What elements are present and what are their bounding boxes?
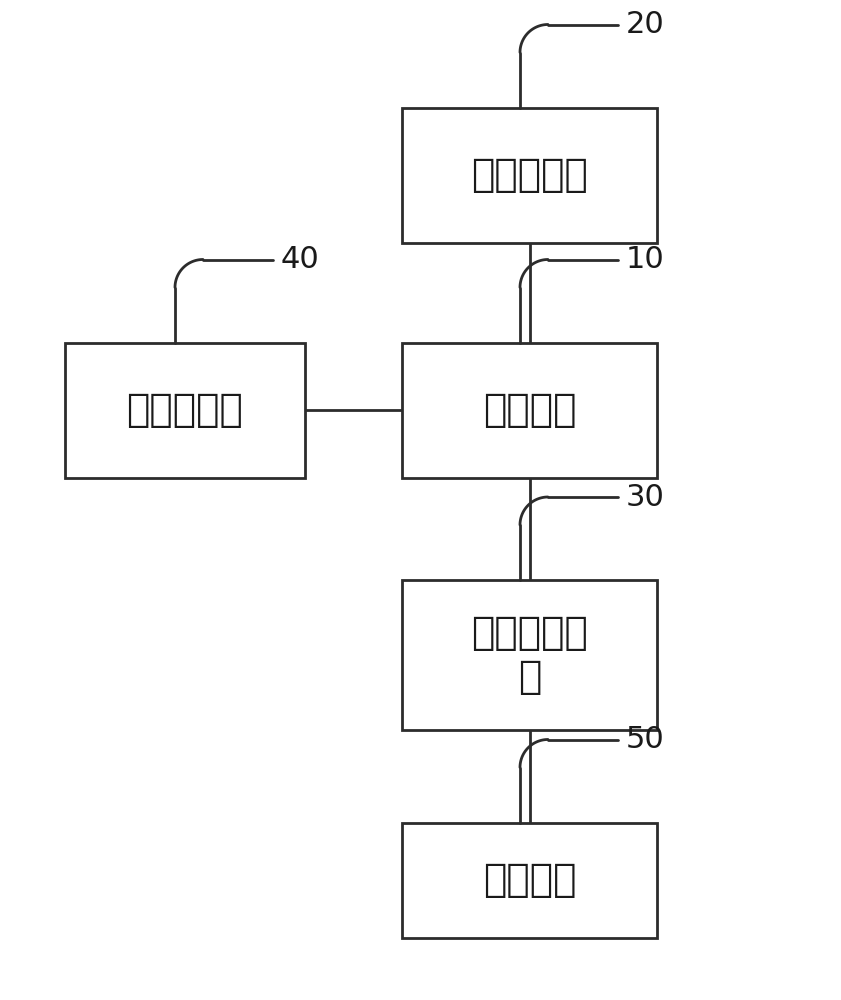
Bar [403, 342, 658, 478]
Text: 网络接入设
备: 网络接入设 备 [472, 614, 589, 696]
Text: 车载系统: 车载系统 [484, 391, 577, 429]
Bar [403, 822, 658, 938]
Bar [403, 580, 658, 730]
Text: 云端服务器: 云端服务器 [126, 391, 243, 429]
Text: 智能电器: 智能电器 [484, 861, 577, 899]
Text: 50: 50 [626, 725, 664, 754]
Text: 10: 10 [626, 245, 664, 274]
Text: 40: 40 [281, 245, 320, 274]
Bar [403, 107, 658, 242]
Text: 移动端系统: 移动端系统 [472, 156, 589, 194]
Text: 20: 20 [626, 10, 664, 39]
Text: 30: 30 [626, 483, 665, 512]
Bar [65, 342, 305, 478]
